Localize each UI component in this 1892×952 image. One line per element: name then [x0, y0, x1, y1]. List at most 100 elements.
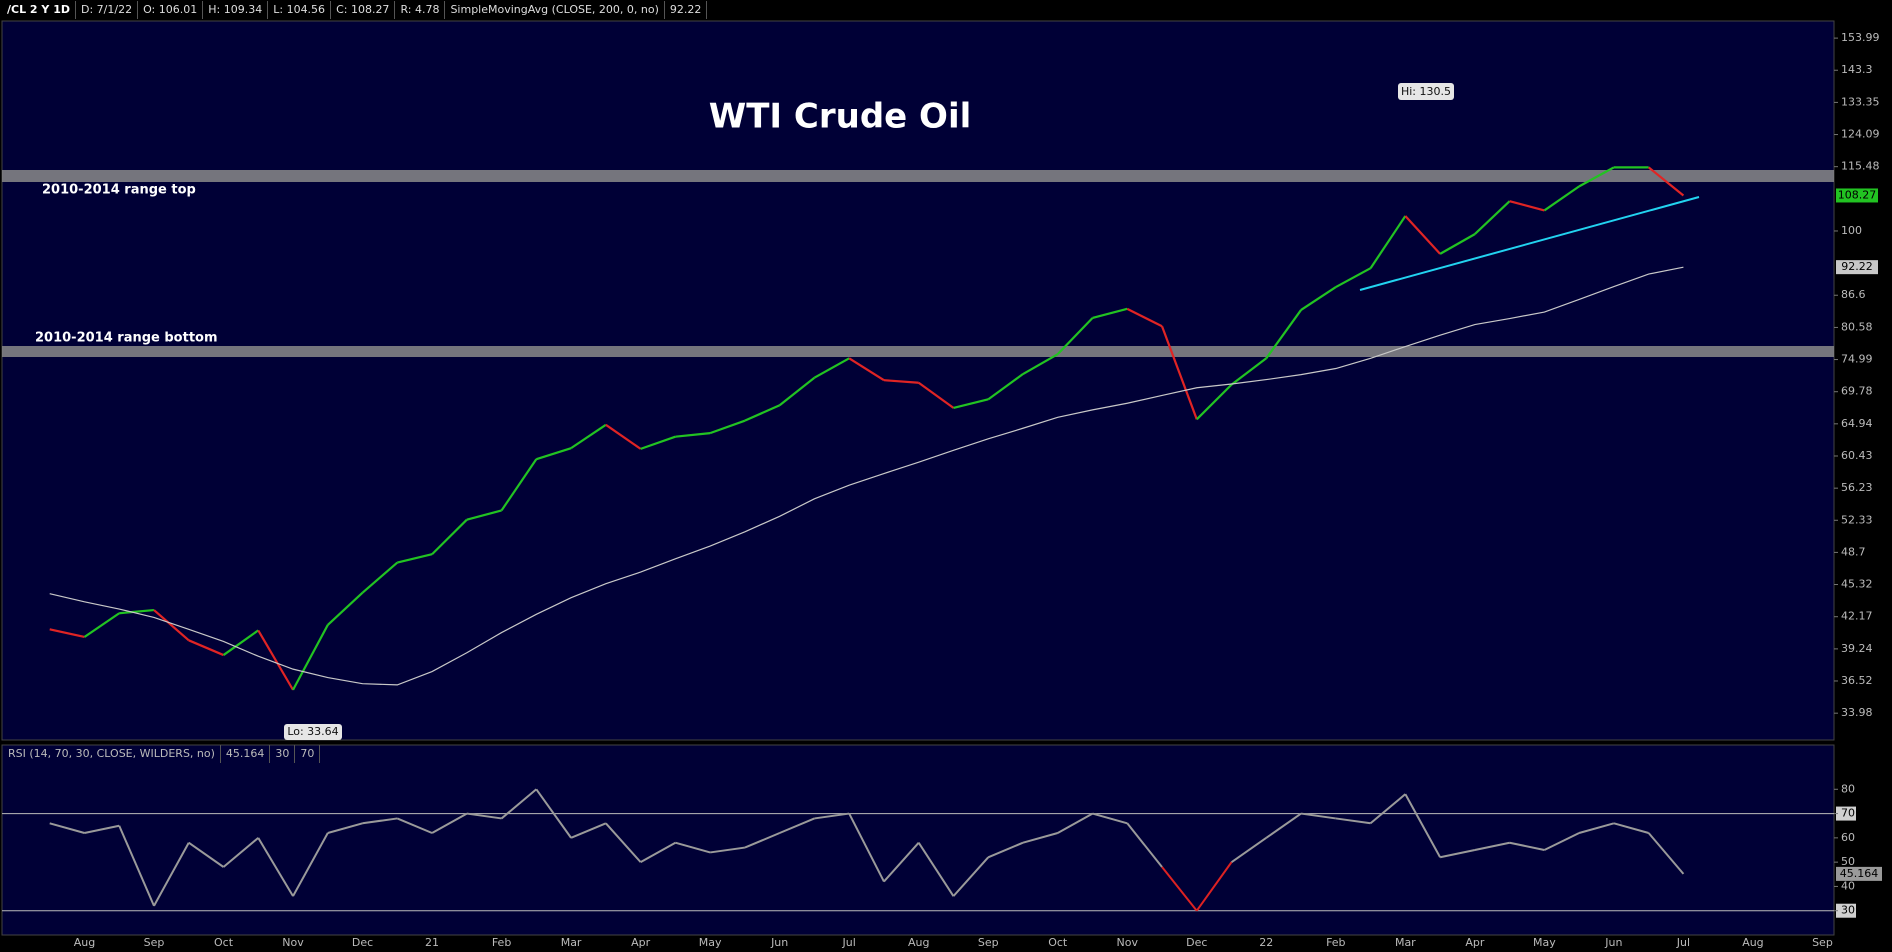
x-tick-label: Dec: [1186, 936, 1207, 949]
x-tick-label: Aug: [74, 936, 95, 949]
rsi-segment: [188, 841, 225, 868]
rsi-segment: [1474, 841, 1510, 851]
rsi-segment: [500, 788, 537, 820]
rsi-segment: [431, 812, 468, 834]
price-segment: [987, 373, 1024, 401]
rsi-segment: [814, 812, 850, 820]
y-tick-label: 86.6: [1841, 288, 1866, 301]
price-segment: [222, 629, 259, 656]
y-tick-label: 133.35: [1841, 95, 1880, 108]
annotation: 2010-2014 range top: [42, 183, 196, 198]
x-tick-label: Nov: [282, 936, 304, 949]
rsi-level: 30: [270, 745, 296, 763]
price-segment: [397, 553, 433, 564]
rsi-segment: [675, 841, 711, 854]
chart-title: WTI Crude Oil: [709, 97, 972, 137]
rsi-segment: [1439, 849, 1476, 859]
price-segment: [49, 628, 85, 639]
price-segment: [1265, 309, 1302, 359]
rsi-segment: [49, 822, 85, 834]
x-tick-label: Mar: [561, 936, 582, 949]
header-bar: /CL 2 Y 1D D: 7/1/22 O: 106.01 H: 109.34 L: …: [2, 1, 708, 19]
rsi-header: RSI (14, 70, 30, CLOSE, WILDERS, no) 45.1…: [3, 745, 321, 763]
rsi-segment: [1022, 832, 1059, 844]
rsi-tag-box: [1836, 866, 1882, 881]
price-segment: [1126, 307, 1163, 328]
price-segment: [292, 624, 329, 691]
x-tick-label: Jul: [842, 936, 856, 949]
rsi-segment: [1230, 837, 1267, 863]
y-tick-label: 39.24: [1841, 642, 1873, 655]
rsi-segment: [1543, 832, 1580, 851]
rsi-title: RSI (14, 70, 30, CLOSE, WILDERS, no): [3, 745, 221, 763]
x-tick-label: Oct: [214, 936, 234, 949]
rsi-segment: [779, 817, 815, 834]
y-tick-label: 70: [1841, 807, 1855, 820]
rsi-segment: [362, 817, 398, 825]
y-tick-label: 143.3: [1841, 63, 1873, 76]
header-item: C: 108.27: [331, 1, 396, 19]
range-bottom-band: [2, 346, 1834, 357]
y-tick-label: 124.09: [1841, 128, 1880, 141]
x-tick-label: Aug: [908, 936, 929, 949]
sma-line: [49, 266, 1684, 686]
rsi-segment: [917, 842, 955, 897]
rsi-segment: [744, 832, 781, 849]
rsi-segment: [327, 822, 363, 834]
rsi-segment: [1092, 812, 1128, 825]
rsi-level: 70: [295, 745, 321, 763]
price-panel: [1, 20, 1835, 741]
rsi-segment: [952, 856, 989, 897]
price-segment: [1300, 286, 1337, 311]
price-segment: [1335, 267, 1372, 289]
price-segment: [119, 608, 155, 615]
price-segment: [1022, 353, 1059, 375]
rsi-segment: [1161, 866, 1198, 912]
y-tick-label: 60.43: [1841, 449, 1873, 462]
rsi-segment: [84, 824, 120, 834]
rsi-segment: [466, 812, 502, 820]
x-tick-label: Mar: [1395, 936, 1416, 949]
header-item: H: 109.34: [203, 1, 269, 19]
x-tick-label: Feb: [492, 936, 511, 949]
price-segment: [1474, 200, 1511, 235]
level-box: [1836, 806, 1856, 821]
sma-tag: 92.22: [1841, 260, 1873, 273]
rsi-segment: [1195, 861, 1233, 912]
header-item: R: 4.78: [395, 1, 446, 19]
rsi-segment: [1613, 822, 1649, 834]
price-segment: [1230, 357, 1267, 386]
price-segment: [1509, 200, 1545, 212]
trend-line: [1359, 196, 1700, 291]
rsi-segment: [1509, 841, 1545, 851]
rsi-segment: [605, 822, 642, 863]
price-segment: [500, 458, 538, 512]
price-segment: [953, 398, 989, 409]
y-tick-label: 48.7: [1841, 545, 1866, 558]
rsi-segment: [1300, 812, 1336, 820]
rsi-segment: [1057, 812, 1093, 834]
y-tick-label: 50: [1841, 855, 1855, 868]
rsi-segment: [535, 788, 572, 839]
header-item: SimpleMovingAvg (CLOSE, 200, 0, no): [445, 1, 665, 19]
rsi-segment: [1369, 793, 1406, 825]
price-segment: [848, 357, 885, 382]
price-segment: [466, 509, 502, 521]
price-segment: [778, 376, 816, 407]
x-tick-label: Sep: [144, 936, 165, 949]
rsi-segment: [222, 837, 259, 868]
price-segment: [1196, 383, 1233, 421]
rsi-segment: [987, 841, 1024, 859]
price-segment: [188, 639, 224, 657]
x-tick-label: 21: [425, 936, 439, 949]
price-tag: 108.27: [1838, 188, 1877, 201]
header-item: O: 106.01: [138, 1, 204, 19]
annotation: Lo: 33.64: [287, 725, 338, 738]
x-tick-label: Nov: [1117, 936, 1139, 949]
rsi-segment: [1647, 832, 1685, 875]
rsi-segment: [640, 841, 676, 864]
price-segment: [744, 404, 781, 422]
y-tick-label: 45.32: [1841, 578, 1873, 591]
